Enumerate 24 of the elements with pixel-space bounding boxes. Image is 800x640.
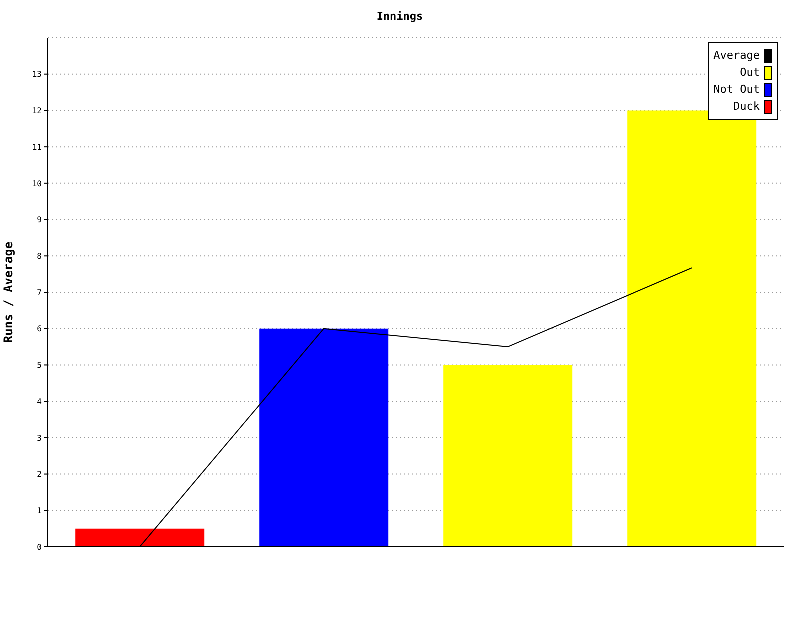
y-tick-label: 1 [37,506,42,516]
legend-label: Out [740,66,760,79]
y-tick-label: 10 [32,179,42,188]
bar [76,528,205,547]
y-tick-label: 4 [37,397,42,406]
y-tick-label: 3 [37,434,42,443]
y-tick-label: 12 [32,106,42,116]
y-tick-label: 11 [32,142,42,152]
y-tick-label: 8 [37,252,42,261]
bar [260,328,389,547]
legend-label: Average [714,49,760,62]
bar [628,110,757,547]
bar [444,365,573,547]
y-tick-label: 13 [32,70,42,80]
legend-label: Not Out [714,83,760,96]
y-tick-label: 2 [37,470,42,480]
y-axis-title: Runs / Average [1,242,16,344]
y-tick-label: 9 [37,216,42,225]
y-tick-label: 7 [37,288,42,298]
y-tick-label: 6 [37,324,42,334]
y-tick-label: 5 [37,361,42,370]
chart-title: Innings [376,10,424,23]
legend-label: Duck [734,100,760,113]
y-tick-label: 0 [37,542,42,552]
